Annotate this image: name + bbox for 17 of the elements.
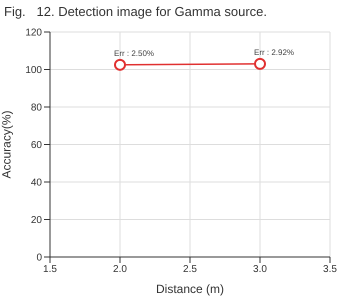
y-tick-label: 80 [30, 102, 42, 114]
x-tick-label: 3.0 [253, 264, 268, 276]
y-tick-label: 100 [25, 65, 42, 76]
y-axis-title: Accuracy(%) [0, 110, 14, 179]
annotation: Err : 2.50% [114, 48, 154, 58]
annotation: Err : 2.92% [254, 48, 294, 57]
x-tick-label: 3.5 [323, 264, 338, 276]
x-axis-title: Distance (m) [156, 282, 224, 296]
y-tick-label: 60 [30, 140, 42, 152]
x-tick-label: 1.5 [43, 264, 58, 276]
y-tick-label: 0 [36, 252, 42, 264]
x-tick-label: 2.0 [113, 264, 128, 276]
chart-title: Fig. 12. Detection image for Gamma source. [4, 4, 267, 19]
y-tick-label: 120 [25, 28, 42, 39]
x-tick-label: 2.5 [183, 264, 198, 276]
y-tick-label: 20 [30, 215, 42, 226]
y-tick-label: 40 [30, 178, 42, 189]
